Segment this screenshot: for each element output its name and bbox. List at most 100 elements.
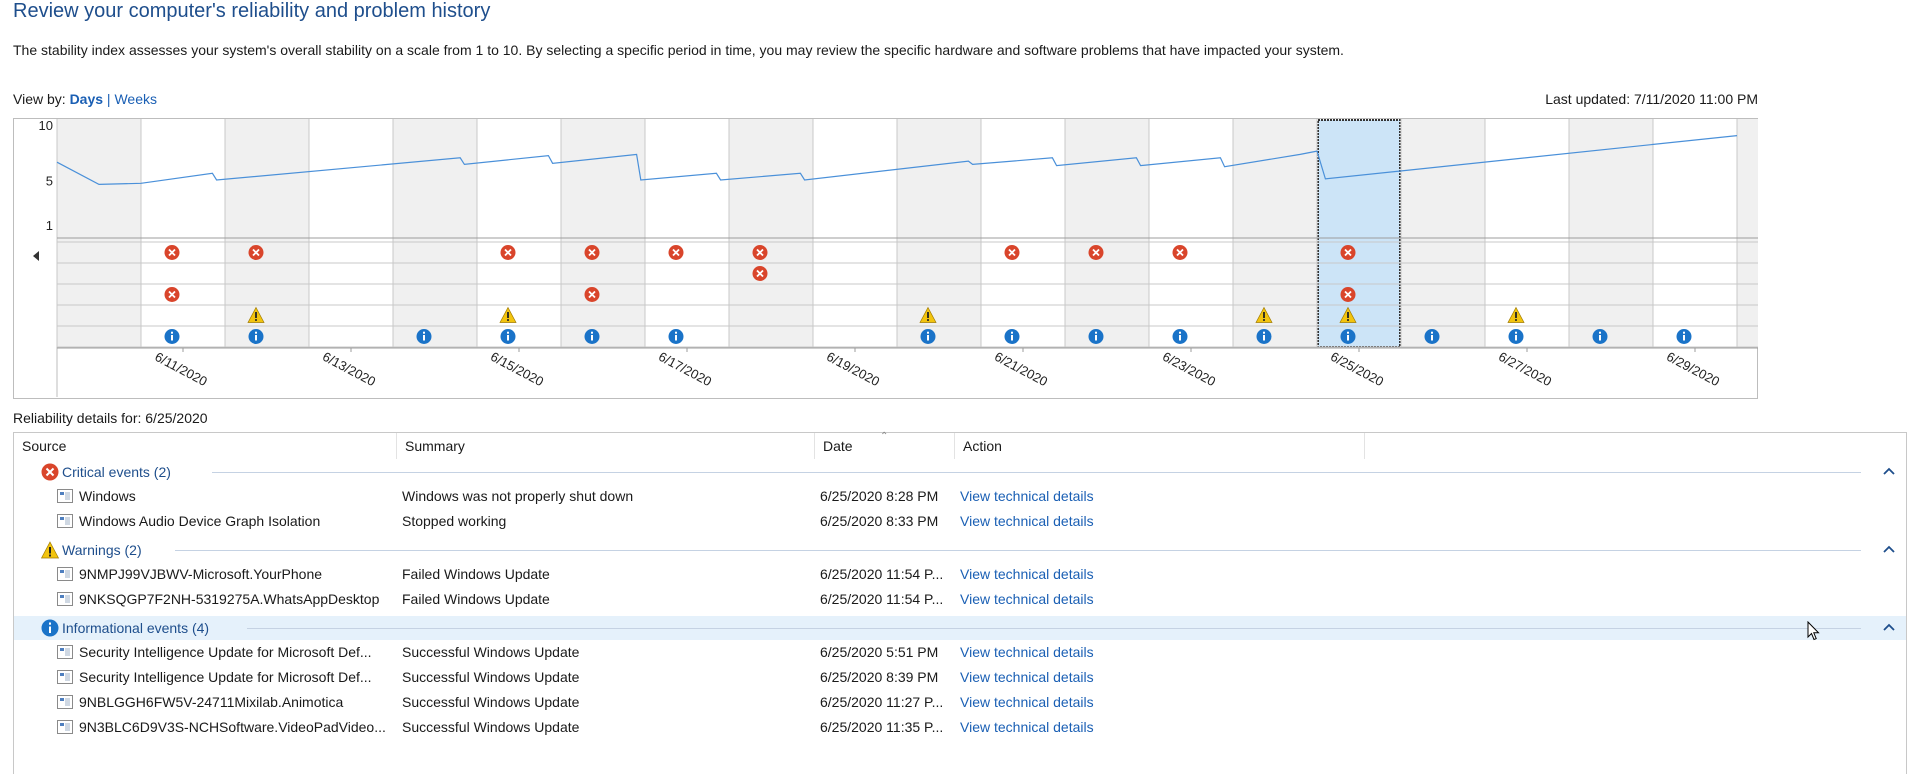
warning-icon-bar xyxy=(1263,312,1265,318)
error-icon-cross xyxy=(756,248,764,257)
view-days-link[interactable]: Days xyxy=(69,91,104,107)
information-icon-dot xyxy=(1431,331,1433,334)
information-icon-dot xyxy=(1263,331,1265,334)
column-date[interactable]: Date xyxy=(815,433,955,459)
event-group-label[interactable]: Critical events (2) xyxy=(62,464,171,480)
view-technical-details-link[interactable]: View technical details xyxy=(960,644,1094,660)
collapse-chevron-icon[interactable] xyxy=(1880,617,1898,637)
column-action[interactable]: Action xyxy=(955,433,1365,459)
event-group-header[interactable]: Critical events (2) xyxy=(14,460,1906,484)
application-icon xyxy=(57,592,73,606)
information-icon-bar xyxy=(927,335,929,341)
event-group-header[interactable]: Informational events (4) xyxy=(14,616,1906,640)
view-technical-details-link[interactable]: View technical details xyxy=(960,591,1094,607)
warning-icon-bar xyxy=(1347,312,1349,318)
information-icon-bar xyxy=(255,335,257,341)
application-icon xyxy=(57,720,73,734)
event-group-label[interactable]: Warnings (2) xyxy=(62,542,142,558)
row-source: Security Intelligence Update for Microso… xyxy=(79,669,372,685)
information-icon-bar xyxy=(1095,335,1097,341)
table-row[interactable]: 9NKSQGP7F2NH-5319275A.WhatsAppDesktop Fai… xyxy=(14,587,1906,612)
information-icon-dot xyxy=(1095,331,1097,334)
collapse-chevron-icon[interactable] xyxy=(1880,539,1898,559)
sort-ascending-icon: ⌃ xyxy=(880,431,889,442)
error-icon-cross xyxy=(756,269,764,278)
row-source: 9NKSQGP7F2NH-5319275A.WhatsAppDesktop xyxy=(79,591,380,607)
column-source[interactable]: Source xyxy=(14,433,397,459)
event-group-label[interactable]: Informational events (4) xyxy=(62,620,210,636)
view-technical-details-link[interactable]: View technical details xyxy=(960,488,1094,504)
view-technical-details-link[interactable]: View technical details xyxy=(960,566,1094,582)
view-technical-details-link[interactable]: View technical details xyxy=(960,513,1094,529)
day-shade xyxy=(1233,119,1317,347)
view-technical-details-link[interactable]: View technical details xyxy=(960,669,1094,685)
information-icon-bar xyxy=(1431,335,1433,341)
row-summary: Stopped working xyxy=(402,513,507,529)
error-icon-cross xyxy=(1344,290,1352,299)
warning-icon-dot xyxy=(1263,319,1265,321)
information-icon xyxy=(41,619,59,637)
view-technical-details-link[interactable]: View technical details xyxy=(960,719,1094,735)
information-icon-bar xyxy=(1683,335,1685,341)
selected-day-highlight xyxy=(1317,119,1401,348)
reliability-chart[interactable]: 10 5 1 6/11/2020 6/13/2020 6/15/2020 6/17/2020… xyxy=(13,118,1758,399)
information-icon-bar xyxy=(1515,335,1517,341)
information-icon-bar xyxy=(171,335,173,341)
information-icon-dot xyxy=(591,331,593,334)
y-tick-label: 10 xyxy=(39,118,53,133)
page-title: Review your computer's reliability and p… xyxy=(13,0,491,22)
information-icon-dot xyxy=(1599,331,1601,334)
information-icon-bar xyxy=(1599,335,1601,341)
group-divider xyxy=(247,628,1861,629)
collapse-chevron-icon[interactable] xyxy=(1880,461,1898,481)
view-weeks-link[interactable]: Weeks xyxy=(114,91,157,107)
day-shade xyxy=(561,119,645,347)
warning-icon-bar xyxy=(927,312,929,318)
row-summary: Successful Windows Update xyxy=(402,669,580,685)
table-row[interactable]: Security Intelligence Update for Microso… xyxy=(14,665,1906,690)
row-date: 6/25/2020 8:39 PM xyxy=(820,669,939,685)
table-row[interactable]: Windows Audio Device Graph Isolation Stop… xyxy=(14,509,1906,534)
application-icon xyxy=(57,695,73,709)
row-source: Windows xyxy=(79,488,136,504)
information-icon-bar xyxy=(1347,335,1349,341)
table-row[interactable]: Security Intelligence Update for Microso… xyxy=(14,640,1906,665)
row-date: 6/25/2020 5:51 PM xyxy=(820,644,939,660)
warning-icon-dot xyxy=(1347,319,1349,321)
table-row[interactable]: 9N3BLC6D9V3S-NCHSoftware.VideoPadVideo..… xyxy=(14,715,1906,740)
page-description: The stability index assesses your system… xyxy=(13,42,1344,58)
error-icon-cross xyxy=(672,248,680,257)
row-date: 6/25/2020 8:28 PM xyxy=(820,488,939,504)
information-icon-dot xyxy=(255,331,257,334)
information-icon-dot xyxy=(1347,331,1349,334)
error-icon-cross xyxy=(588,248,596,257)
event-group-header[interactable]: Warnings (2) xyxy=(14,538,1906,562)
day-shade xyxy=(1569,119,1653,347)
row-summary: Failed Windows Update xyxy=(402,591,550,607)
information-icon-dot xyxy=(423,331,425,334)
information-icon-dot xyxy=(1683,331,1685,334)
warning-icon-dot xyxy=(255,319,257,321)
table-row[interactable]: Windows Windows was not properly shut dow… xyxy=(14,484,1906,509)
table-row[interactable]: 9NMPJ99VJBWV-Microsoft.YourPhone Failed W… xyxy=(14,562,1906,587)
information-icon-bar xyxy=(1011,335,1013,341)
row-date: 6/25/2020 11:54 P... xyxy=(820,566,944,582)
row-source: 9N3BLC6D9V3S-NCHSoftware.VideoPadVideo..… xyxy=(79,719,386,735)
last-updated: Last updated: 7/11/2020 11:00 PM xyxy=(1545,91,1758,107)
table-row[interactable]: 9NBLGGH6FW5V-24711Mixilab.Animotica Succe… xyxy=(14,690,1906,715)
row-date: 6/25/2020 8:33 PM xyxy=(820,513,939,529)
day-shade xyxy=(897,119,981,347)
day-shade xyxy=(225,119,309,347)
column-summary[interactable]: Summary xyxy=(397,433,815,459)
day-shade xyxy=(57,119,141,347)
warning-icon-bar xyxy=(507,312,509,318)
warning-icon xyxy=(40,541,60,559)
view-technical-details-link[interactable]: View technical details xyxy=(960,694,1094,710)
day-shade xyxy=(729,119,813,347)
information-icon-bar xyxy=(423,335,425,341)
group-divider xyxy=(175,550,1861,551)
row-summary: Successful Windows Update xyxy=(402,694,580,710)
row-date: 6/25/2020 11:27 P... xyxy=(820,694,944,710)
information-icon-bar xyxy=(1263,335,1265,341)
